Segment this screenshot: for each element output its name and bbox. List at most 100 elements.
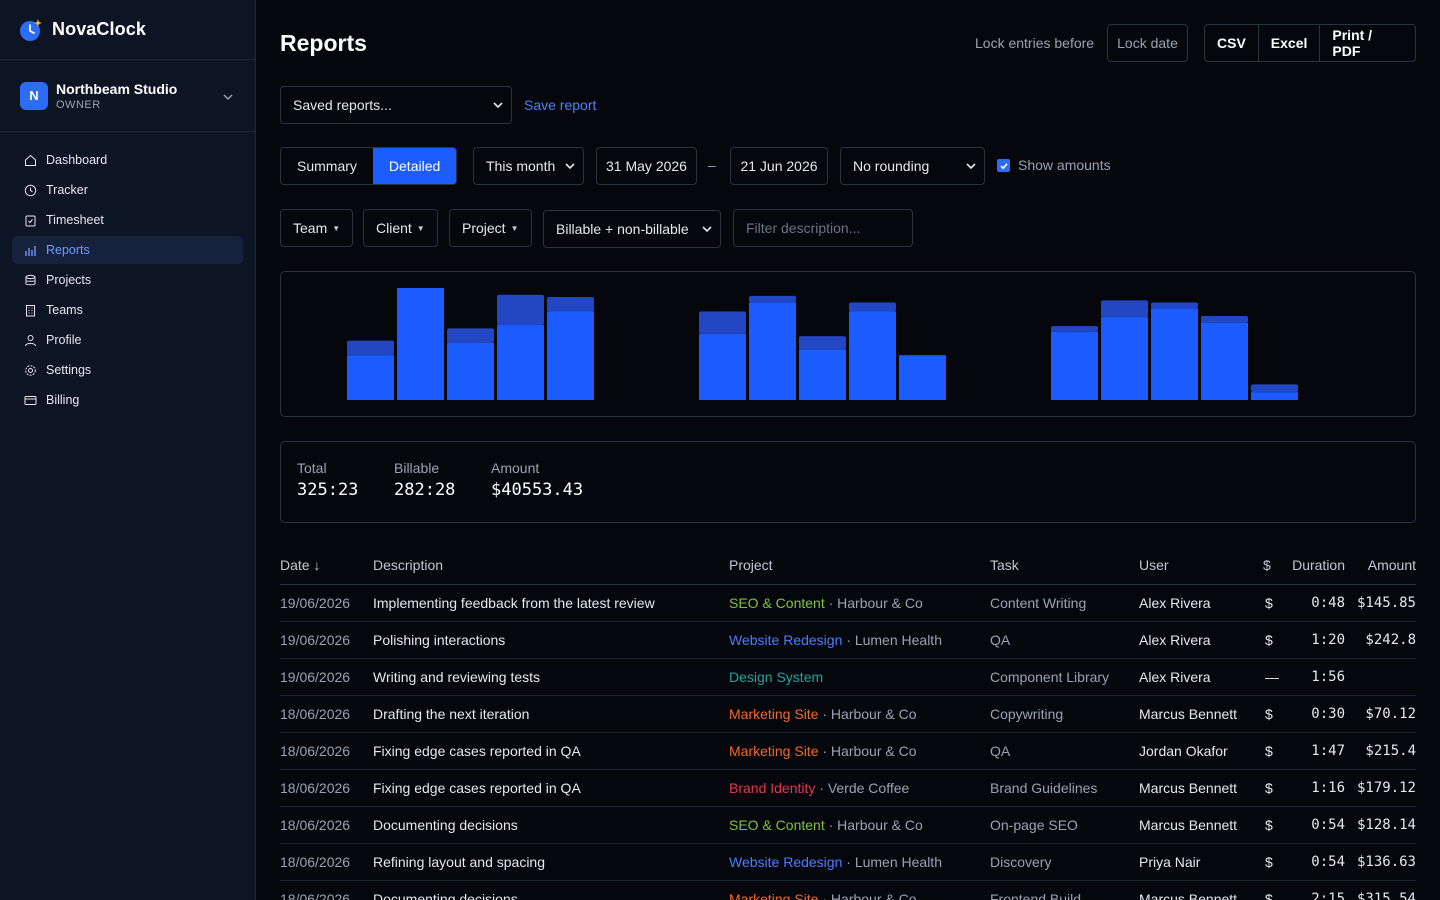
chart-bar-nonbillable[interactable] [1151, 302, 1198, 309]
row-client: · Lumen Health [846, 853, 942, 870]
row-project-cell: Marketing Site · Harbour & Co [729, 732, 990, 770]
show-amounts-label[interactable]: Show amounts [1018, 157, 1111, 173]
row-project[interactable]: Marketing Site [729, 742, 819, 759]
chart-bar-billable[interactable] [699, 333, 746, 400]
chart-bar-billable[interactable] [447, 342, 494, 400]
row-project[interactable]: Website Redesign [729, 631, 843, 648]
table-row[interactable]: 18/06/2026 Drafting the next iteration Mar… [280, 695, 1416, 733]
sidebar-item-billing[interactable]: Billing [12, 386, 243, 414]
sidebar-item-teams[interactable]: Teams [12, 296, 243, 324]
row-task: Component Library [990, 658, 1139, 696]
table-row[interactable]: 18/06/2026 Refining layout and spacing Web… [280, 843, 1416, 881]
team-filter-button[interactable]: Team ▼ [280, 209, 354, 247]
chart-bar-billable[interactable] [1051, 331, 1098, 400]
brand[interactable]: NovaClock [0, 0, 255, 60]
row-project[interactable]: Marketing Site [729, 705, 819, 722]
chart-bar-billable[interactable] [547, 311, 594, 400]
row-date: 18/06/2026 [280, 732, 373, 770]
sidebar-item-label: Dashboard [46, 153, 108, 167]
chart-bar-billable[interactable] [397, 288, 444, 400]
home-icon [25, 154, 36, 166]
col-date[interactable]: Date ↓ [280, 546, 373, 585]
chart-bar-billable[interactable] [497, 324, 544, 400]
chevron-down-icon [565, 163, 575, 170]
print-pdf-button[interactable]: Print / PDF [1332, 27, 1373, 59]
chart-bar-nonbillable[interactable] [497, 294, 544, 325]
table-row[interactable]: 18/06/2026 Documenting decisions SEO & Con… [280, 806, 1416, 844]
chart-bar-billable[interactable] [1151, 308, 1198, 400]
chart-bar-nonbillable[interactable] [1251, 384, 1298, 393]
row-project[interactable]: Marketing Site [729, 890, 819, 900]
row-task: QA [990, 621, 1139, 659]
row-date: 18/06/2026 [280, 843, 373, 881]
lock-date-input[interactable]: Lock date [1107, 24, 1188, 62]
chart-bar-billable[interactable] [1201, 322, 1248, 400]
chart-bar-nonbillable[interactable] [1101, 300, 1148, 318]
chart-bar-nonbillable[interactable] [749, 295, 796, 303]
chart-bar-billable[interactable] [347, 355, 394, 400]
description-filter-input[interactable]: Filter description... [733, 209, 913, 247]
row-description: Documenting decisions [373, 880, 729, 900]
sidebar-item-dashboard[interactable]: Dashboard [12, 146, 243, 174]
row-project-cell: Marketing Site · Harbour & Co [729, 695, 990, 733]
project-filter-button[interactable]: Project ▼ [449, 209, 532, 247]
row-task: Copywriting [990, 695, 1139, 733]
row-client: · Harbour & Co [828, 816, 923, 833]
row-project[interactable]: Brand Identity [729, 779, 816, 796]
row-project[interactable]: SEO & Content [729, 594, 825, 611]
chart-bar-billable[interactable] [849, 311, 896, 400]
row-amount: $136.63 [1345, 843, 1416, 881]
range-select[interactable]: This month [473, 147, 584, 185]
chart-bar-billable[interactable] [1101, 317, 1148, 400]
row-project[interactable]: Design System [729, 668, 824, 685]
table-row[interactable]: 19/06/2026 Polishing interactions Website … [280, 621, 1416, 659]
saved-reports-select[interactable]: Saved reports... [280, 86, 512, 124]
table-row[interactable]: 18/06/2026 Fixing edge cases reported in … [280, 769, 1416, 807]
row-project[interactable]: SEO & Content [729, 816, 825, 833]
date-from-input[interactable]: 31 May 2026 [596, 147, 697, 185]
sidebar-item-projects[interactable]: Projects [12, 266, 243, 294]
chart-bar-nonbillable[interactable] [1051, 326, 1098, 332]
report-chart [280, 271, 1416, 417]
table-row[interactable]: 19/06/2026 Implementing feedback from the… [280, 584, 1416, 622]
client-filter-button[interactable]: Client ▼ [363, 209, 438, 247]
chart-bar-nonbillable[interactable] [347, 340, 394, 356]
chart-bar-nonbillable[interactable] [799, 336, 846, 350]
row-description: Writing and reviewing tests [373, 658, 729, 696]
sidebar-item-profile[interactable]: Profile [12, 326, 243, 354]
chart-bar-billable[interactable] [749, 302, 796, 400]
show-amounts-checkbox[interactable] [997, 159, 1010, 172]
chart-bar-nonbillable[interactable] [849, 302, 896, 312]
billable-select[interactable]: Billable + non-billable [543, 210, 721, 248]
table-row[interactable]: 18/06/2026 Documenting decisions Marketing… [280, 880, 1416, 900]
chart-bar-nonbillable[interactable] [1201, 316, 1248, 323]
sidebar-item-settings[interactable]: Settings [12, 356, 243, 384]
chart-bar-billable[interactable] [1251, 392, 1298, 400]
date-separator: – [708, 157, 716, 173]
rounding-select[interactable]: No rounding [840, 147, 985, 185]
view-summary-button[interactable]: Summary [297, 158, 357, 174]
sidebar-item-tracker[interactable]: Tracker [12, 176, 243, 204]
row-project[interactable]: Website Redesign [729, 853, 843, 870]
sidebar-item-timesheet[interactable]: Timesheet [12, 206, 243, 234]
view-detailed-button[interactable]: Detailed [372, 148, 457, 184]
chart-bar-nonbillable[interactable] [447, 328, 494, 343]
save-report-link[interactable]: Save report [524, 97, 597, 113]
chart-bar-billable[interactable] [799, 349, 846, 400]
chart-bar-nonbillable[interactable] [699, 311, 746, 334]
chart-bar-nonbillable[interactable] [547, 296, 594, 312]
sidebar-item-reports[interactable]: Reports [12, 236, 243, 264]
row-user: Marcus Bennett [1139, 769, 1263, 807]
table-row[interactable]: 18/06/2026 Fixing edge cases reported in … [280, 732, 1416, 770]
table-row[interactable]: 19/06/2026 Writing and reviewing tests Des… [280, 658, 1416, 696]
export-excel-button[interactable]: Excel [1259, 25, 1321, 61]
row-billable: $ [1263, 584, 1285, 622]
workspace-switcher[interactable]: N Northbeam Studio OWNER [0, 60, 255, 132]
billable-value: Billable + non-billable [556, 221, 689, 237]
row-description: Fixing edge cases reported in QA [373, 769, 729, 807]
chart-bar-billable[interactable] [899, 355, 946, 400]
date-to-input[interactable]: 21 Jun 2026 [730, 147, 828, 185]
row-project-cell: SEO & Content · Harbour & Co [729, 584, 990, 622]
export-csv-button[interactable]: CSV [1205, 25, 1259, 61]
sidebar-item-label: Billing [46, 393, 80, 407]
